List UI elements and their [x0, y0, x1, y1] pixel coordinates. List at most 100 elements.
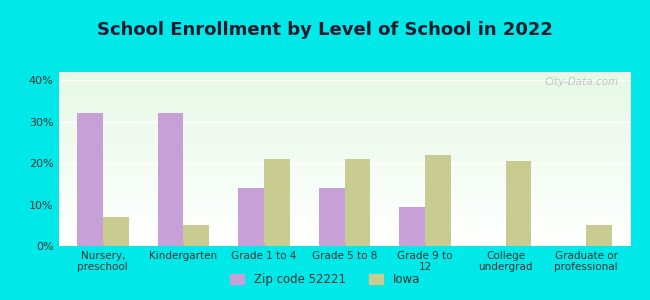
Bar [58, 198, 630, 199]
Bar [58, 184, 630, 185]
Bar [58, 239, 630, 240]
Bar [58, 244, 630, 245]
Bar [58, 95, 630, 96]
Bar [58, 210, 630, 211]
Bar [58, 90, 630, 91]
Bar [264, 159, 290, 246]
Bar [506, 161, 532, 246]
Bar [58, 87, 630, 88]
Bar [58, 76, 630, 77]
Bar [58, 101, 630, 102]
Bar [58, 134, 630, 135]
Bar [58, 132, 630, 133]
Bar [58, 195, 630, 196]
Bar [58, 243, 630, 244]
Bar [58, 218, 630, 219]
Bar [58, 245, 630, 246]
Bar [58, 142, 630, 143]
Bar [58, 181, 630, 182]
Bar [58, 169, 630, 170]
Bar [58, 178, 630, 179]
Bar [58, 157, 630, 158]
Bar [58, 223, 630, 224]
Bar [58, 102, 630, 103]
Bar [58, 83, 630, 84]
Bar [58, 94, 630, 95]
Bar [58, 182, 630, 183]
Bar [58, 107, 630, 108]
Bar [58, 113, 630, 114]
Bar [58, 238, 630, 239]
Bar [58, 115, 630, 116]
Bar [58, 179, 630, 180]
Bar [58, 82, 630, 83]
Bar [58, 139, 630, 140]
Bar [58, 149, 630, 150]
Bar [58, 96, 630, 97]
Bar [58, 206, 630, 207]
Bar [58, 177, 630, 178]
Bar [58, 119, 630, 120]
Bar [58, 152, 630, 153]
Bar [58, 194, 630, 195]
Bar [58, 217, 630, 218]
Bar [58, 106, 630, 107]
Bar [58, 131, 630, 132]
Bar [58, 168, 630, 169]
Bar [58, 147, 630, 148]
Bar [238, 188, 264, 246]
Bar [58, 117, 630, 118]
Bar [58, 221, 630, 222]
Bar [58, 228, 630, 229]
Bar [58, 171, 630, 172]
Bar [58, 167, 630, 168]
Bar [58, 105, 630, 106]
Bar [58, 97, 630, 98]
Bar [58, 85, 630, 86]
Bar [58, 109, 630, 110]
Bar [58, 100, 630, 101]
Bar [58, 189, 630, 190]
Bar [58, 164, 630, 165]
Bar [58, 192, 630, 193]
Bar [58, 162, 630, 163]
Bar [58, 161, 630, 162]
Bar [58, 92, 630, 93]
Bar [58, 79, 630, 80]
Bar [58, 77, 630, 78]
Bar [58, 84, 630, 85]
Bar [58, 122, 630, 123]
Bar [58, 197, 630, 198]
Bar [58, 128, 630, 129]
Bar [58, 180, 630, 181]
Bar [77, 113, 103, 246]
Bar [58, 187, 630, 188]
Bar [58, 121, 630, 122]
Bar [58, 89, 630, 90]
Bar [58, 80, 630, 81]
Bar [58, 200, 630, 201]
Bar [58, 172, 630, 173]
Bar [399, 207, 425, 246]
Bar [58, 118, 630, 119]
Bar [58, 144, 630, 145]
Bar [58, 174, 630, 175]
Bar [58, 193, 630, 194]
Bar [58, 227, 630, 228]
Bar [58, 73, 630, 74]
Bar [58, 186, 630, 187]
Bar [58, 150, 630, 151]
Bar [58, 222, 630, 223]
Bar [318, 188, 344, 246]
Bar [58, 116, 630, 117]
Bar [58, 138, 630, 139]
Bar [58, 237, 630, 238]
Bar [344, 159, 370, 246]
Bar [425, 155, 451, 246]
Bar [58, 236, 630, 237]
Bar [58, 163, 630, 164]
Bar [58, 159, 630, 160]
Bar [58, 231, 630, 232]
Bar [58, 211, 630, 212]
Bar [58, 75, 630, 76]
